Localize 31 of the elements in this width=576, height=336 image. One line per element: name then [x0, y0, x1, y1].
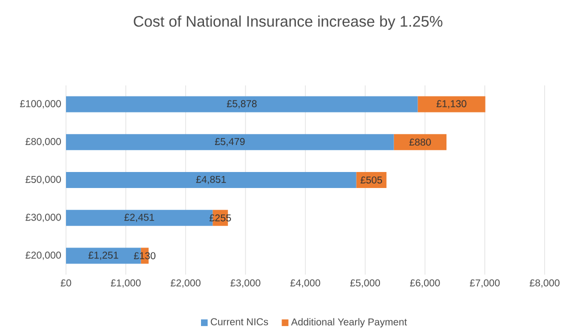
y-tick-label: £100,000	[20, 100, 61, 108]
x-tick-label: £2,000	[170, 279, 200, 288]
x-tick-label: £8,000	[530, 279, 560, 288]
data-label: £4,851	[196, 176, 226, 184]
legend-label: Current NICs	[210, 318, 268, 326]
bar	[66, 172, 356, 188]
x-tick-label: £7,000	[470, 279, 500, 288]
bar	[394, 134, 446, 150]
data-label: £5,479	[214, 138, 245, 146]
x-tick-label: £6,000	[410, 279, 440, 288]
x-tick-label: £5,000	[350, 279, 380, 288]
y-tick-label: £50,000	[26, 176, 61, 184]
legend-label: Additional Yearly Payment	[291, 318, 407, 328]
x-tick-label: £1,000	[110, 279, 141, 288]
y-tick-label: £20,000	[26, 252, 61, 260]
chart-title: Cost of National Insurance increase by 1.25%	[134, 16, 442, 30]
bar	[66, 134, 394, 150]
data-label: £1,251	[88, 252, 118, 260]
bar	[66, 96, 418, 112]
data-label: £130	[134, 252, 156, 260]
y-tick-label: £30,000	[26, 214, 61, 222]
x-tick-label: £3,000	[230, 279, 260, 288]
y-tick-label: £80,000	[26, 138, 61, 146]
data-label: £2,451	[124, 214, 154, 222]
x-tick-label: £4,000	[290, 279, 320, 288]
data-label: £1,130	[436, 100, 466, 108]
data-label: £880	[409, 138, 431, 146]
data-label: £5,878	[226, 100, 257, 108]
bar	[418, 96, 486, 112]
x-tick-label: £0	[60, 279, 72, 286]
data-label: £505	[360, 176, 382, 184]
